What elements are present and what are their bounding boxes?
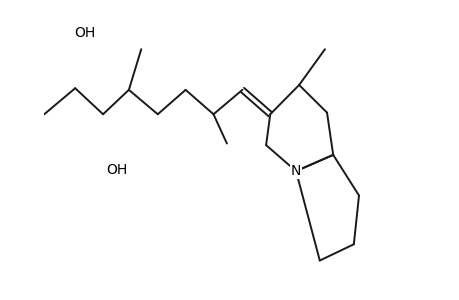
Text: OH: OH — [106, 163, 127, 176]
Text: OH: OH — [74, 26, 95, 40]
Text: N: N — [290, 164, 301, 178]
